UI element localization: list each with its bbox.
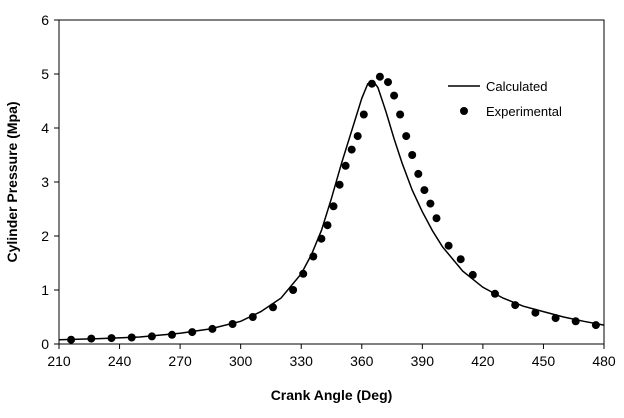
data-point-experimental (188, 328, 197, 337)
data-point-experimental (67, 335, 76, 344)
y-tick-label: 6 (41, 12, 49, 28)
data-point-experimental (396, 110, 405, 119)
x-tick-label: 300 (229, 353, 253, 369)
data-point-experimental (329, 202, 338, 211)
data-point-experimental (444, 241, 453, 250)
x-tick-label: 240 (108, 353, 132, 369)
data-point-experimental (571, 317, 580, 326)
data-point-experimental (87, 334, 96, 343)
data-point-experimental (248, 313, 257, 321)
data-point-experimental (414, 169, 423, 178)
x-tick-label: 360 (350, 353, 374, 369)
x-axis-title: Crank Angle (Deg) (271, 387, 393, 403)
y-axis: 0 1 2 3 4 5 6 (41, 12, 59, 352)
data-point-experimental (359, 110, 368, 119)
data-point-experimental (551, 314, 560, 323)
data-point-experimental (269, 303, 277, 312)
y-tick-label: 4 (41, 120, 49, 136)
data-point-experimental (491, 289, 499, 298)
x-tick-label: 450 (532, 353, 556, 369)
data-point-experimental (591, 321, 600, 330)
y-tick-label: 2 (41, 228, 49, 244)
data-point-experimental (317, 234, 326, 243)
x-tick-label: 270 (168, 353, 192, 369)
legend-label-experimental: Experimental (486, 104, 562, 119)
data-point-experimental (408, 151, 417, 159)
data-point-experimental (289, 286, 298, 294)
data-point-experimental (228, 320, 237, 328)
x-tick-label: 420 (471, 353, 495, 369)
data-point-experimental (353, 132, 362, 141)
data-point-experimental (208, 324, 217, 333)
data-point-experimental (335, 180, 344, 189)
data-point-experimental (107, 334, 116, 343)
data-point-experimental (531, 308, 540, 317)
data-point-experimental (299, 269, 308, 278)
x-axis: 210 240 270 300 330 360 390 420 450 480 (47, 344, 616, 369)
data-point-experimental (127, 333, 136, 342)
data-point-experimental (420, 186, 429, 195)
data-point-experimental (309, 252, 318, 261)
series-line-calculated (58, 81, 605, 341)
y-tick-label: 1 (41, 282, 49, 298)
y-tick-label: 3 (41, 174, 49, 190)
data-point-experimental (432, 214, 441, 223)
data-point-experimental (323, 221, 332, 230)
data-point-experimental (384, 78, 392, 87)
data-point-experimental (456, 255, 465, 264)
data-point-experimental (511, 301, 520, 310)
x-tick-label: 390 (411, 353, 435, 369)
data-point-experimental (375, 72, 384, 81)
plot-frame (58, 19, 605, 345)
legend-marker-swatch (460, 107, 468, 115)
data-point-experimental (402, 132, 411, 141)
data-point-experimental (367, 79, 376, 88)
data-point-experimental (147, 332, 156, 341)
data-point-experimental (426, 199, 435, 208)
y-tick-label: 5 (41, 66, 49, 82)
x-tick-label: 210 (47, 353, 71, 369)
data-point-experimental (341, 161, 350, 170)
y-axis-title: Cylinder Pressure (Mpa) (4, 101, 20, 262)
y-tick-label: 0 (41, 336, 49, 352)
data-point-experimental (347, 145, 356, 154)
x-tick-label: 480 (592, 353, 616, 369)
legend-label-calculated: Calculated (486, 79, 547, 94)
data-point-experimental (390, 91, 399, 100)
x-tick-label: 330 (290, 353, 314, 369)
data-point-experimental (468, 270, 477, 279)
plot-area (58, 19, 605, 345)
legend: Calculated Experimental (448, 79, 562, 119)
data-point-experimental (168, 330, 176, 339)
